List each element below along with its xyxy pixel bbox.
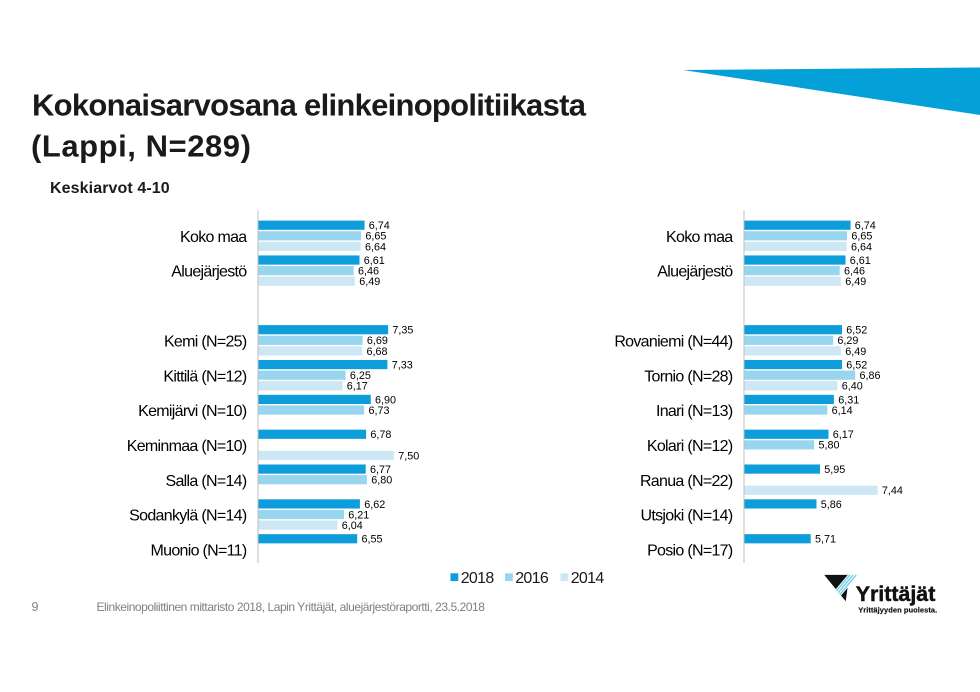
svg-text:Inari (N=13): Inari (N=13) <box>656 403 733 420</box>
svg-text:6,64: 6,64 <box>851 241 872 253</box>
svg-text:6,65: 6,65 <box>851 231 872 243</box>
svg-text:6,80: 6,80 <box>371 475 392 487</box>
svg-text:6,74: 6,74 <box>369 220 390 232</box>
svg-text:6,31: 6,31 <box>838 394 859 406</box>
svg-text:2014: 2014 <box>571 570 605 587</box>
svg-text:5,71: 5,71 <box>815 534 836 546</box>
svg-text:5,86: 5,86 <box>821 499 842 511</box>
svg-text:Keskiarvot 4-10: Keskiarvot 4-10 <box>50 180 170 197</box>
svg-text:Aluejärjestö: Aluejärjestö <box>657 264 733 281</box>
svg-text:6,74: 6,74 <box>855 220 876 232</box>
svg-text:6,17: 6,17 <box>347 381 368 393</box>
svg-text:5,80: 5,80 <box>819 440 840 452</box>
svg-text:Keminmaa (N=10): Keminmaa (N=10) <box>127 438 247 455</box>
svg-text:Yrittäjät: Yrittäjät <box>856 582 936 606</box>
svg-text:Kemi (N=25): Kemi (N=25) <box>164 333 247 350</box>
svg-text:Kittilä (N=12): Kittilä (N=12) <box>163 368 246 385</box>
svg-text:6,49: 6,49 <box>845 346 866 358</box>
svg-text:Utsjoki (N=14): Utsjoki (N=14) <box>640 508 732 525</box>
svg-text:Sodankylä (N=14): Sodankylä (N=14) <box>129 508 247 525</box>
svg-text:Rovaniemi (N=44): Rovaniemi (N=44) <box>614 333 733 350</box>
svg-text:(Lappi, N=289): (Lappi, N=289) <box>31 128 251 163</box>
svg-text:Ranua (N=22): Ranua (N=22) <box>640 473 733 490</box>
svg-text:Tornio (N=28): Tornio (N=28) <box>644 368 733 385</box>
svg-text:6,73: 6,73 <box>369 405 390 417</box>
svg-text:6,78: 6,78 <box>370 429 391 441</box>
svg-text:7,35: 7,35 <box>392 325 413 337</box>
svg-text:7,50: 7,50 <box>398 450 419 462</box>
svg-text:6,55: 6,55 <box>362 534 383 546</box>
svg-text:Yrittäjyyden puolesta.: Yrittäjyyden puolesta. <box>858 605 937 614</box>
svg-text:Posio (N=17): Posio (N=17) <box>647 543 733 560</box>
svg-text:6,69: 6,69 <box>367 335 388 347</box>
svg-text:9: 9 <box>32 600 39 614</box>
svg-text:6,04: 6,04 <box>342 520 363 532</box>
svg-text:6,61: 6,61 <box>364 255 385 267</box>
svg-text:Elinkeinopoliittinen mittarist: Elinkeinopoliittinen mittaristo 2018, La… <box>97 600 486 614</box>
svg-text:6,29: 6,29 <box>837 335 858 347</box>
svg-text:2016: 2016 <box>515 570 549 587</box>
svg-text:6,25: 6,25 <box>350 370 371 382</box>
svg-text:6,61: 6,61 <box>850 255 871 267</box>
svg-text:Muonio (N=11): Muonio (N=11) <box>151 543 247 560</box>
svg-text:6,64: 6,64 <box>365 241 386 253</box>
svg-text:Kolari (N=12): Kolari (N=12) <box>647 438 733 455</box>
svg-text:6,77: 6,77 <box>370 464 391 476</box>
svg-text:6,21: 6,21 <box>348 509 369 521</box>
svg-text:6,52: 6,52 <box>846 359 867 371</box>
svg-text:Koko maa: Koko maa <box>666 229 733 246</box>
svg-text:Salla (N=14): Salla (N=14) <box>166 473 247 490</box>
svg-text:5,95: 5,95 <box>824 464 845 476</box>
svg-text:6,62: 6,62 <box>364 499 385 511</box>
svg-text:6,49: 6,49 <box>359 276 380 288</box>
svg-text:6,52: 6,52 <box>846 325 867 337</box>
svg-text:6,68: 6,68 <box>367 346 388 358</box>
svg-text:6,14: 6,14 <box>832 405 853 417</box>
svg-text:7,44: 7,44 <box>882 485 903 497</box>
svg-text:6,65: 6,65 <box>365 231 386 243</box>
svg-text:2018: 2018 <box>461 570 495 587</box>
svg-text:Koko maa: Koko maa <box>180 229 247 246</box>
svg-text:6,46: 6,46 <box>844 266 865 278</box>
svg-text:7,33: 7,33 <box>392 359 413 371</box>
svg-text:Aluejärjestö: Aluejärjestö <box>171 264 247 281</box>
svg-text:6,49: 6,49 <box>845 276 866 288</box>
svg-text:6,40: 6,40 <box>842 381 863 393</box>
svg-text:6,90: 6,90 <box>375 394 396 406</box>
svg-text:6,17: 6,17 <box>833 429 854 441</box>
svg-text:Kemijärvi (N=10): Kemijärvi (N=10) <box>138 403 247 420</box>
svg-text:6,86: 6,86 <box>860 370 881 382</box>
svg-text:6,46: 6,46 <box>358 266 379 278</box>
svg-text:Kokonaisarvosana elinkeinopoli: Kokonaisarvosana elinkeinopolitiikasta <box>32 87 587 122</box>
